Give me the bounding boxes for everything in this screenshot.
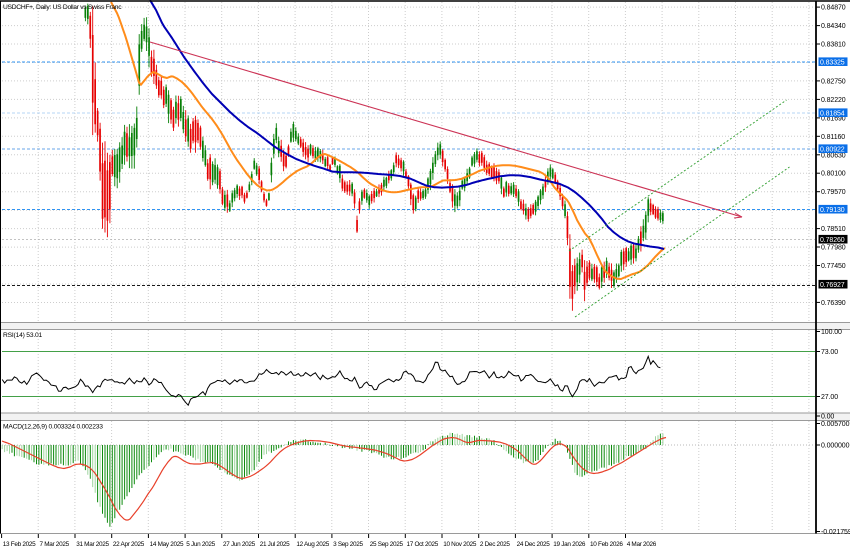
svg-text:0.77980: 0.77980	[821, 245, 846, 252]
svg-text:0.76927: 0.76927	[820, 282, 845, 289]
svg-text:0.81854: 0.81854	[820, 111, 845, 118]
svg-text:0.81690: 0.81690	[821, 115, 846, 122]
svg-text:0.78260: 0.78260	[820, 237, 845, 244]
svg-text:17 Oct 2025: 17 Oct 2025	[407, 541, 439, 548]
svg-text:7 Mar 2025: 7 Mar 2025	[40, 541, 70, 548]
svg-text:2 Dec 2025: 2 Dec 2025	[480, 541, 510, 548]
svg-text:0.80100: 0.80100	[821, 171, 846, 178]
svg-text:0.00: 0.00	[821, 414, 834, 421]
svg-text:73.00: 73.00	[821, 349, 838, 356]
svg-text:31 Mar 2025: 31 Mar 2025	[76, 541, 109, 548]
svg-text:3 Sep 2025: 3 Sep 2025	[333, 541, 363, 548]
svg-text:14 May 2025: 14 May 2025	[150, 541, 184, 548]
svg-text:0.79130: 0.79130	[820, 207, 845, 214]
svg-text:24 Dec 2025: 24 Dec 2025	[517, 541, 551, 548]
svg-text:0.79570: 0.79570	[821, 189, 846, 196]
svg-text:0.80922: 0.80922	[820, 147, 845, 154]
svg-text:-0.021759: -0.021759	[821, 529, 850, 536]
svg-text:25 Sep 2025: 25 Sep 2025	[370, 541, 404, 548]
svg-text:4 Mar 2026: 4 Mar 2026	[627, 541, 657, 548]
svg-text:0.78510: 0.78510	[821, 226, 846, 233]
svg-text:RSI(14) 53.01: RSI(14) 53.01	[3, 332, 43, 339]
svg-text:10 Nov 2025: 10 Nov 2025	[443, 541, 477, 548]
svg-text:0.84340: 0.84340	[821, 23, 846, 30]
svg-text:0.82750: 0.82750	[821, 78, 846, 85]
svg-text:19 Jan 2026: 19 Jan 2026	[553, 541, 586, 548]
svg-text:0.81160: 0.81160	[821, 134, 845, 141]
svg-text:0.005700: 0.005700	[821, 421, 850, 428]
svg-text:MACD(12,26,9) 0.003324 0.00223: MACD(12,26,9) 0.003324 0.002233	[3, 424, 103, 431]
svg-text:0.83325: 0.83325	[820, 60, 845, 67]
svg-text:13 Feb 2025: 13 Feb 2025	[3, 541, 36, 548]
svg-text:27.00: 27.00	[821, 394, 838, 401]
svg-text:0.80630: 0.80630	[821, 152, 846, 159]
svg-text:100.00: 100.00	[821, 329, 842, 336]
svg-text:27 Jun 2025: 27 Jun 2025	[223, 541, 256, 548]
svg-text:0.76390: 0.76390	[821, 300, 846, 307]
svg-text:USDCHF+, Daily: US Dollar vs S: USDCHF+, Daily: US Dollar vs Swiss Franc	[3, 4, 122, 11]
svg-text:10 Feb 2026: 10 Feb 2026	[590, 541, 623, 548]
svg-text:5 Jun 2025: 5 Jun 2025	[186, 541, 215, 548]
svg-text:0.82220: 0.82220	[821, 97, 846, 104]
svg-text:0.77450: 0.77450	[821, 263, 846, 270]
svg-text:0.84870: 0.84870	[821, 5, 846, 12]
svg-text:0.83810: 0.83810	[821, 42, 846, 49]
svg-text:0.000000: 0.000000	[821, 443, 850, 450]
svg-text:21 Jul 2025: 21 Jul 2025	[260, 541, 290, 548]
svg-text:22 Apr 2025: 22 Apr 2025	[113, 541, 145, 548]
svg-text:12 Aug 2025: 12 Aug 2025	[296, 541, 329, 548]
